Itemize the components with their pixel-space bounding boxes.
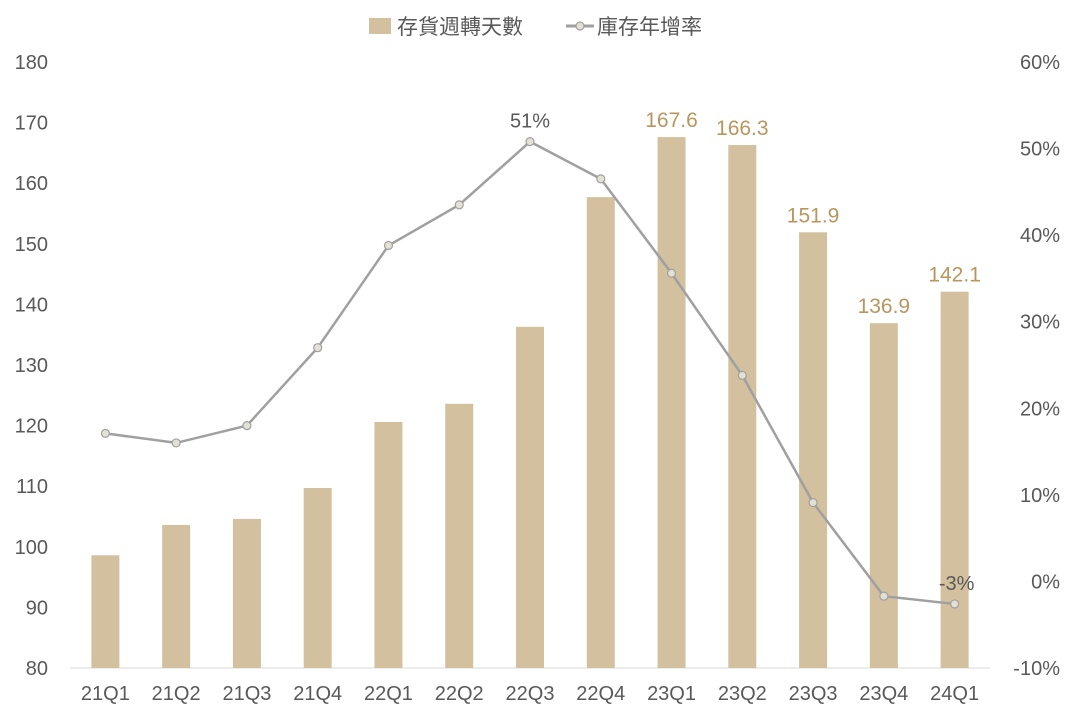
left-tick-label: 150 [15,234,48,256]
x-tick-label: 22Q3 [506,683,555,705]
legend: 存貨週轉天數 庫存年增率 [369,16,702,39]
line-series [100,137,960,609]
bar [162,524,191,668]
data-labels: 167.6 166.3 151.9 136.9 142.1 51% -3% [510,109,981,595]
bar [303,488,332,668]
line-data-label: -3% [939,573,975,595]
line-point [383,240,394,251]
left-tick-label: 180 [15,52,48,74]
x-tick-label: 22Q4 [576,683,625,705]
left-tick-label: 90 [26,597,48,619]
left-tick-label: 80 [26,658,48,680]
bar-data-label: 136.9 [858,295,911,318]
x-tick-label: 23Q4 [859,683,908,705]
x-axis: 21Q1 21Q2 21Q3 21Q4 22Q1 22Q2 22Q3 22Q4 23Q1 23Q2… [81,683,979,705]
right-tick-label: 60% [1020,52,1060,74]
line-point [737,370,747,380]
right-tick-label: 30% [1020,312,1060,334]
bar [374,421,403,668]
bar [869,323,898,668]
left-tick-label: 130 [15,355,48,377]
right-tick-label: 0% [1031,571,1060,593]
right-axis: -10% 0% 10% 20% 30% 40% 50% 60% [1013,52,1060,680]
right-tick-label: 40% [1020,225,1060,247]
x-tick-label: 23Q2 [718,683,767,705]
legend-line-marker [575,21,585,31]
line-point [454,200,464,210]
legend-line-label: 庫存年增率 [597,16,702,39]
x-tick-label: 21Q3 [222,683,271,705]
bar [586,197,615,668]
left-tick-label: 160 [15,173,48,195]
bar-data-label: 151.9 [787,204,840,227]
line-point [525,137,535,147]
x-tick-label: 22Q1 [364,683,413,705]
line-point [879,591,889,601]
line-point [666,268,677,278]
line-point [242,421,252,431]
left-tick-label: 110 [16,476,48,498]
bar [799,232,828,668]
x-tick-label: 23Q3 [789,683,838,705]
bar [91,555,120,668]
x-tick-label: 24Q1 [930,683,979,705]
left-axis: 80 90 100 110 120 130 140 150 160 170 180 [15,52,48,680]
bar-data-label: 167.6 [645,109,698,132]
legend-bar-swatch [369,18,391,34]
left-tick-label: 140 [15,294,48,316]
left-tick-label: 170 [15,113,48,135]
line-point [100,428,110,438]
line-point [313,343,323,353]
line-point [171,438,181,448]
bar [232,518,261,668]
x-tick-label: 21Q4 [293,683,342,705]
bar [940,291,969,668]
right-tick-label: -10% [1013,658,1060,680]
bar [728,145,757,669]
bar [445,403,474,668]
line-point [808,498,818,508]
left-tick-label: 100 [15,537,48,559]
bar-data-label: 142.1 [928,264,981,287]
right-tick-label: 20% [1020,398,1060,420]
x-tick-label: 21Q2 [152,683,201,705]
line-point [950,599,960,609]
bars [91,137,969,669]
right-tick-label: 10% [1020,485,1060,507]
x-tick-label: 23Q1 [647,683,696,705]
line-data-label: 51% [510,111,550,133]
right-tick-label: 50% [1020,139,1060,161]
legend-bar-label: 存貨週轉天數 [397,16,523,39]
left-tick-label: 120 [15,416,48,438]
x-tick-label: 21Q1 [81,683,130,705]
bar-data-label: 166.3 [716,117,769,140]
line-point [596,174,606,184]
x-tick-label: 22Q2 [435,683,484,705]
bar [657,137,686,669]
bar [516,326,544,668]
